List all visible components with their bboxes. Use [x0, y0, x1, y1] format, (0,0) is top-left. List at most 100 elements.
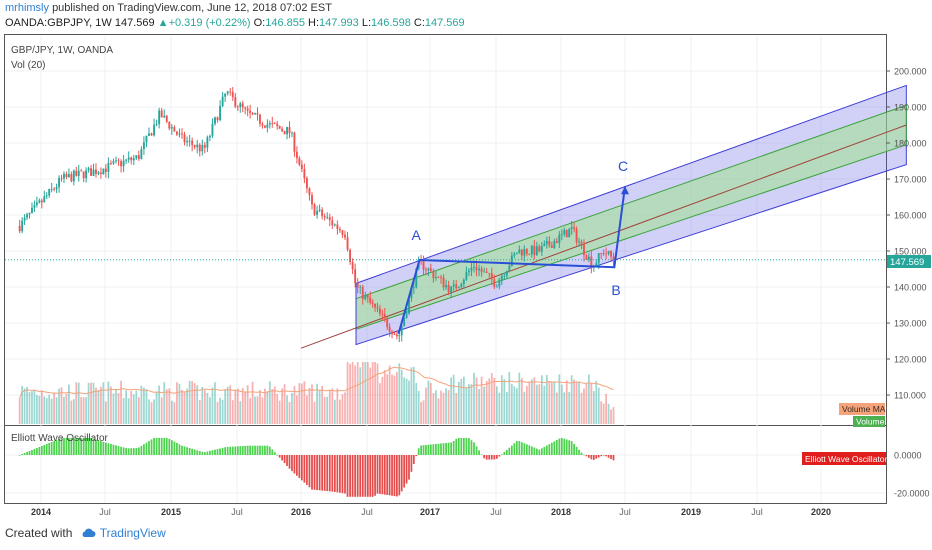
volume-bar: [261, 397, 264, 424]
ohlc-bar: OANDA:GBPJPY, 1W 147.569 ▲+0.319 (+0.22%…: [5, 17, 465, 29]
volume-bar: [575, 381, 578, 424]
volume-bar: [371, 362, 374, 424]
osc-bar: [550, 442, 553, 455]
candle-body: [510, 255, 513, 266]
volume-bar: [165, 389, 168, 424]
volume-bar: [485, 381, 488, 424]
price-tick-label: 160.000: [894, 211, 927, 221]
volume-bar: [155, 392, 158, 424]
osc-bar: [403, 455, 406, 488]
volume-bar: [427, 380, 430, 424]
candle-body: [440, 277, 442, 278]
volume-bar: [488, 378, 491, 424]
candle-body: [462, 279, 465, 285]
osc-bar: [518, 441, 521, 455]
candle-body: [568, 229, 571, 238]
volume-bar: [191, 381, 194, 424]
osc-bar: [130, 448, 133, 455]
candle-body: [132, 158, 135, 161]
volume-bar: [503, 379, 506, 424]
candle-body: [583, 243, 585, 256]
volume-bar: [281, 388, 284, 424]
candle-body: [87, 168, 90, 171]
volume-bar: [300, 383, 303, 424]
volume-ma-tag: Volume MA: [842, 404, 886, 414]
candle-body: [452, 284, 455, 287]
candle-body: [597, 253, 600, 264]
osc-bar: [405, 455, 408, 484]
candle-body: [50, 188, 53, 190]
osc-bar: [107, 443, 110, 455]
osc-bar: [346, 455, 349, 497]
osc-bar: [176, 442, 178, 455]
volume-bar: [60, 387, 63, 424]
price-chart[interactable]: 200.000 190.000 180.000 170.000 160.000 150.0…: [0, 0, 932, 520]
candle-body: [122, 160, 125, 167]
volume-bar: [468, 384, 470, 424]
volume-bar: [429, 383, 432, 424]
osc-bar: [408, 455, 410, 480]
time-axis[interactable]: 2014 Jul 2015 Jul 2016 Jul 2017 Jul 2018 Jul 2019 J…: [31, 507, 831, 517]
volume-bar: [219, 397, 221, 424]
time-tick-label: 2019: [681, 507, 701, 517]
candle-body: [429, 268, 432, 271]
volume-bar: [470, 384, 473, 424]
volume-bar: [383, 370, 386, 424]
tradingview-link[interactable]: TradingView: [99, 526, 166, 540]
volume-bar: [513, 386, 516, 424]
volume-bar: [425, 387, 427, 424]
candle-body: [249, 110, 252, 113]
candle-body: [305, 178, 308, 189]
osc-bar: [396, 455, 398, 497]
osc-bar: [500, 454, 503, 455]
candle-body: [231, 91, 234, 98]
osc-bar: [85, 437, 88, 455]
volume-bar: [176, 382, 178, 424]
volume-ma-line: [19, 366, 614, 398]
osc-bar: [417, 448, 420, 455]
volume-bar: [412, 367, 415, 424]
volume-bar: [77, 382, 80, 424]
volume-bar: [450, 377, 453, 424]
volume-bar: [291, 393, 293, 424]
time-tick-label: Jul: [751, 507, 763, 517]
candle-body: [75, 170, 78, 176]
volume-bar: [206, 392, 209, 424]
candle-body: [23, 217, 26, 221]
volume-bar: [543, 385, 546, 424]
candle-body: [543, 243, 546, 247]
osc-bar: [366, 455, 369, 497]
candle-body: [168, 121, 171, 129]
price-axis[interactable]: 200.000 190.000 180.000 170.000 160.000 150.0…: [886, 67, 930, 499]
candle-body: [470, 267, 473, 271]
osc-bar: [333, 455, 336, 492]
volume-bar: [331, 388, 334, 424]
osc-bar: [226, 446, 229, 455]
candle-body: [530, 245, 533, 255]
volume-bars: [18, 362, 615, 424]
candle-body: [447, 284, 450, 293]
candle-body: [135, 155, 138, 159]
volume-bar: [359, 367, 362, 424]
candle-body: [383, 314, 386, 319]
osc-bar: [361, 455, 364, 497]
osc-bar: [568, 440, 571, 455]
osc-bar: [369, 455, 372, 497]
pitchfork-channel[interactable]: [300, 84, 907, 349]
abc-wave[interactable]: [397, 186, 630, 335]
volume-bar: [68, 384, 70, 424]
osc-bar: [135, 448, 138, 455]
volume-bar: [266, 391, 269, 424]
volume-bar: [132, 394, 135, 424]
volume-bar: [560, 384, 563, 424]
volume-bar: [391, 374, 393, 424]
candle-body: [203, 144, 206, 148]
osc-bar: [478, 450, 480, 455]
author-link[interactable]: mrhimsly: [5, 2, 49, 14]
high-label: H:: [308, 17, 320, 29]
volume-bar: [500, 375, 503, 424]
osc-bar: [188, 447, 191, 455]
osc-bar: [585, 455, 588, 457]
osc-bar: [203, 452, 206, 455]
candle-body: [612, 256, 615, 261]
